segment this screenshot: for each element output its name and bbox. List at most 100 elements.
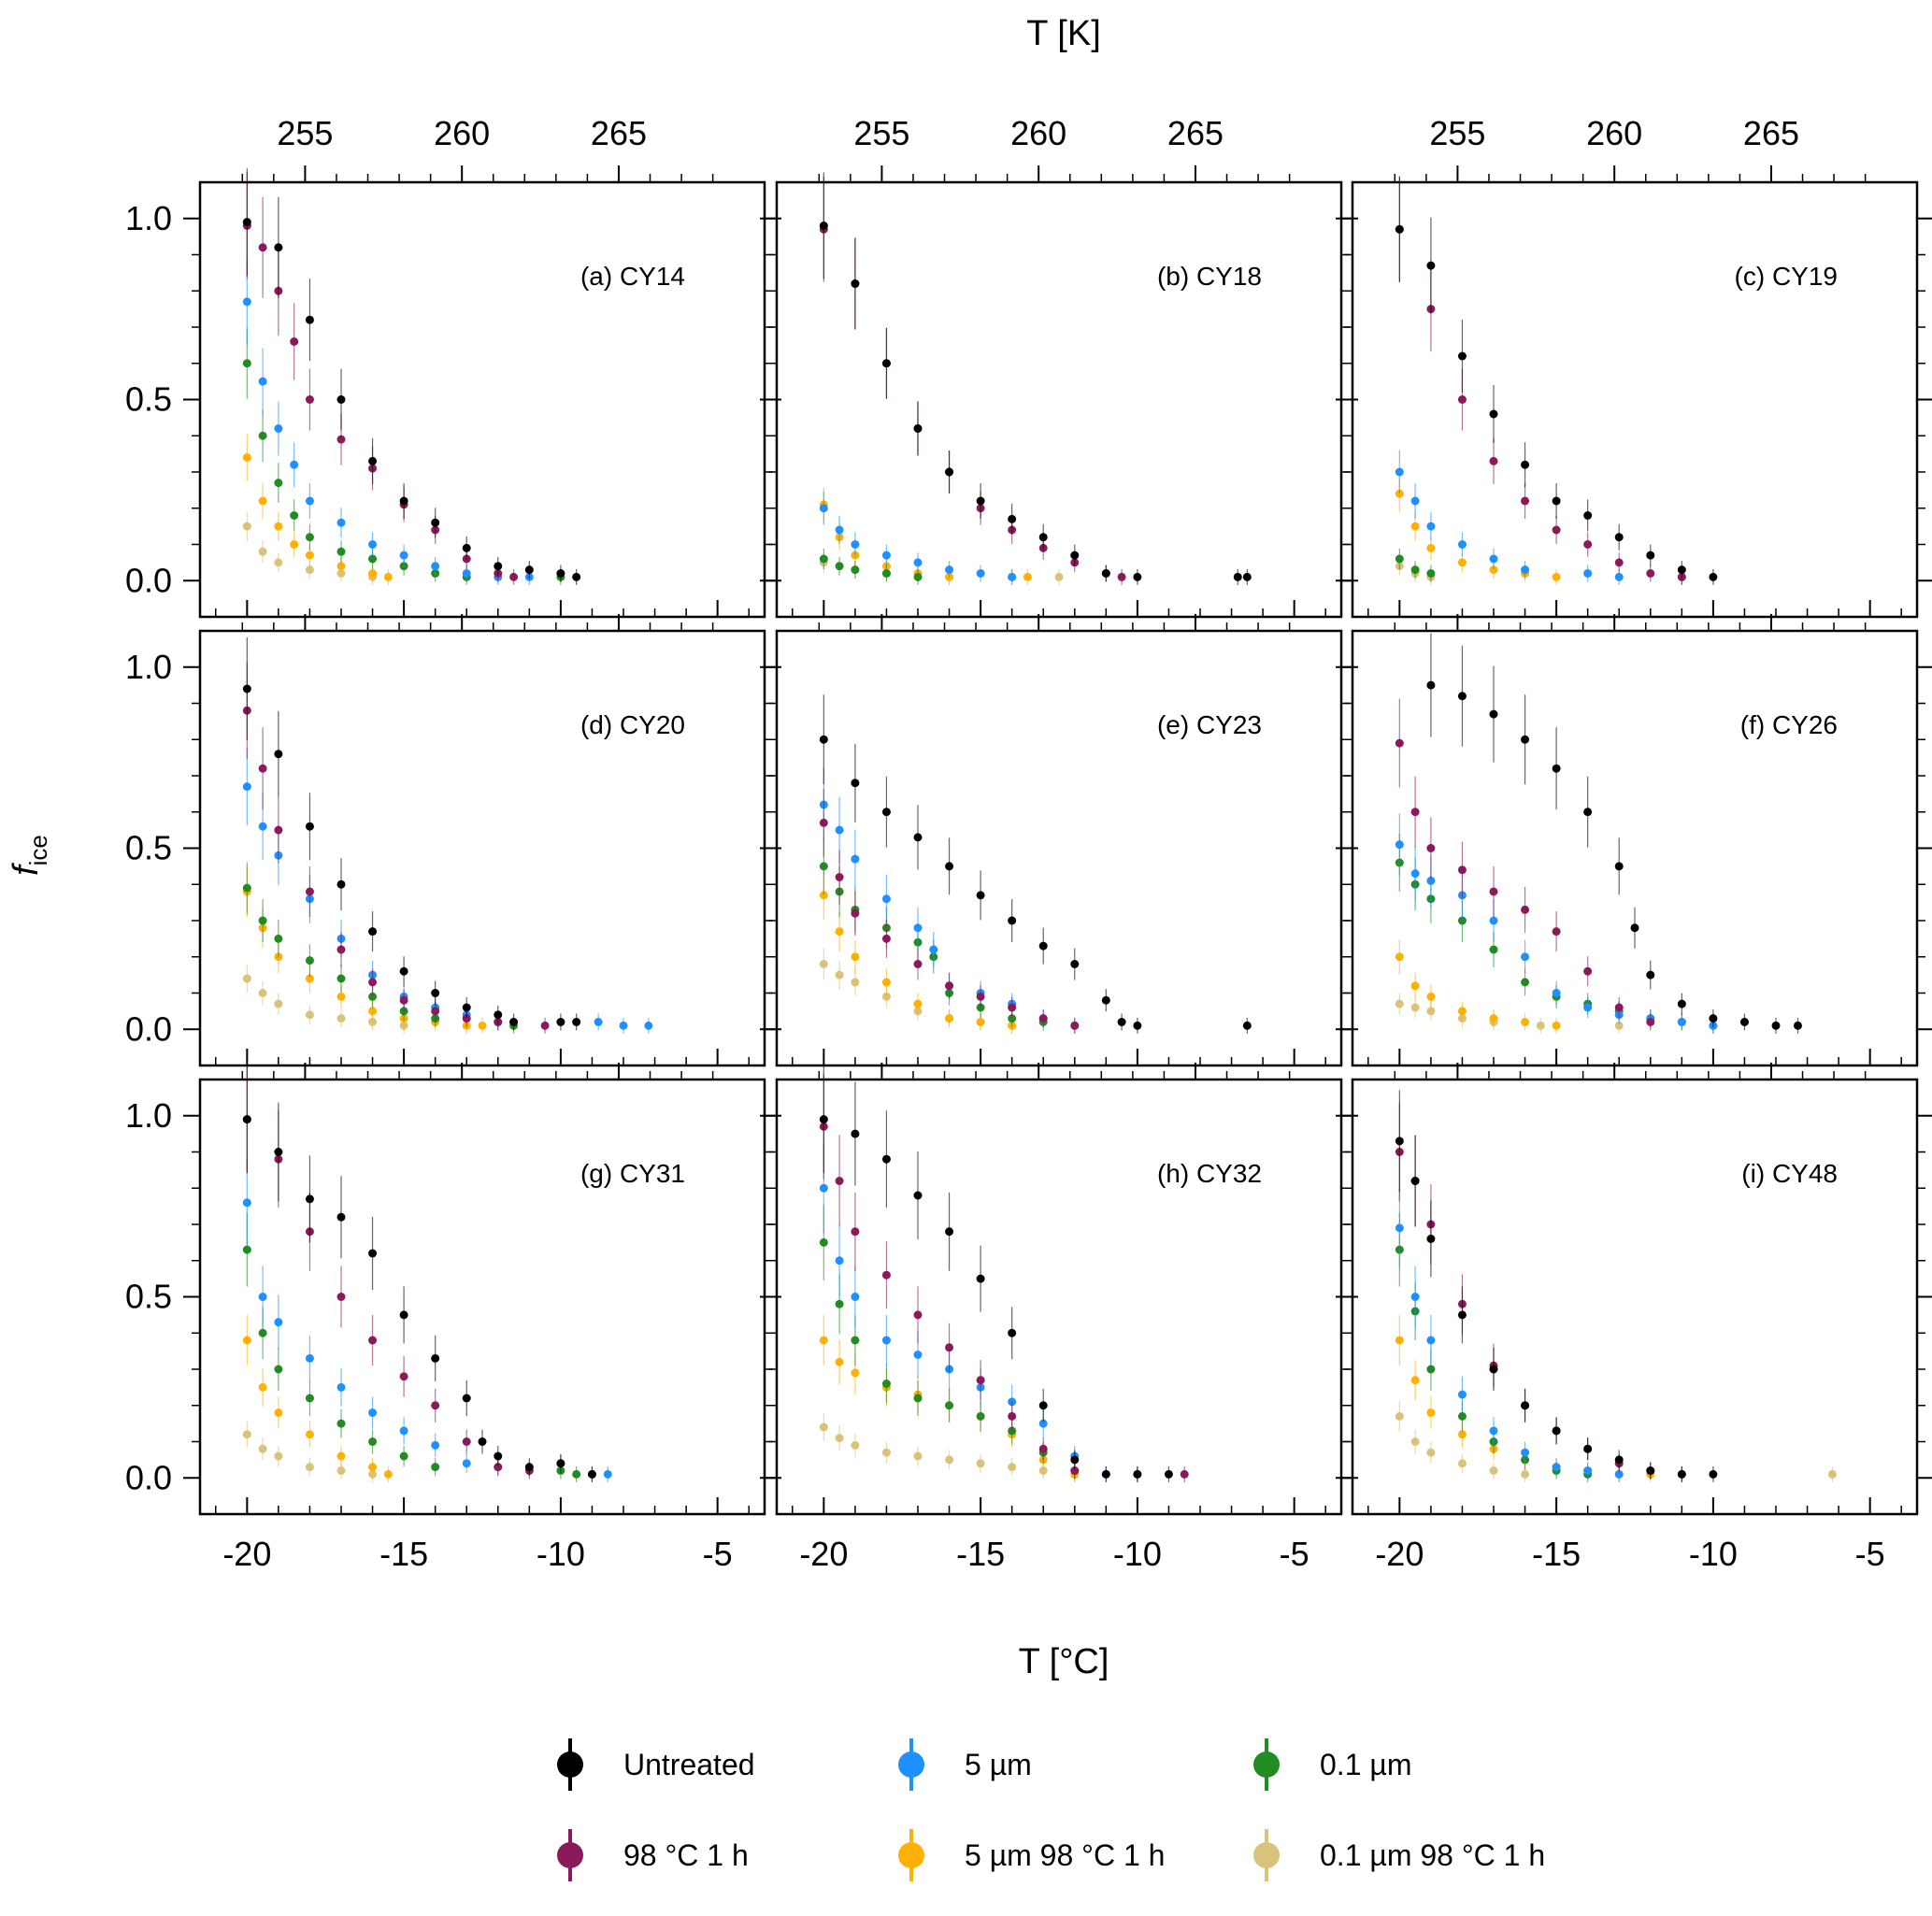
data-point: [1614, 862, 1624, 871]
data-point: [881, 359, 891, 368]
series-98-c-1-h: [242, 1065, 534, 1480]
data-point: [1426, 1336, 1436, 1345]
series-untreated: [242, 637, 581, 1031]
series-98-c-1-h: [819, 1073, 1189, 1482]
data-point: [913, 558, 923, 567]
data-point: [399, 1451, 408, 1461]
data-point: [835, 873, 844, 881]
data-point: [1457, 692, 1467, 701]
data-point: [336, 395, 346, 404]
data-point: [851, 1227, 860, 1237]
data-point: [1070, 960, 1080, 968]
data-point: [462, 1437, 471, 1446]
data-point: [929, 945, 938, 954]
data-point: [1614, 1021, 1624, 1030]
data-point: [1023, 572, 1032, 581]
y-axis-title: fice: [7, 835, 52, 876]
data-point: [945, 1014, 954, 1023]
data-point: [556, 1018, 565, 1026]
legend-marker: [898, 1752, 924, 1778]
data-point: [274, 1318, 283, 1327]
series-5-m-98-c-1-h: [1395, 475, 1561, 585]
data-point: [509, 1018, 519, 1026]
data-point: [1793, 1021, 1802, 1030]
data-point: [1521, 1448, 1530, 1457]
data-point: [478, 1021, 487, 1030]
data-point: [431, 562, 440, 571]
data-point: [242, 782, 251, 792]
data-point: [1133, 1021, 1142, 1030]
data-point: [1552, 927, 1561, 937]
data-point: [1646, 970, 1655, 979]
data-point: [1614, 533, 1624, 542]
data-point: [945, 981, 954, 991]
data-point: [290, 337, 299, 346]
panel-2: 255 260 265 (b) CY18: [760, 114, 1358, 619]
data-point: [462, 569, 471, 578]
data-point: [305, 822, 314, 831]
data-point: [1677, 1018, 1686, 1026]
data-point: [462, 1003, 471, 1012]
data-point: [1583, 540, 1593, 549]
data-point: [1426, 522, 1436, 531]
data-point: [1008, 1411, 1017, 1421]
data-point: [1709, 1469, 1718, 1479]
series-untreated: [1395, 1090, 1718, 1482]
data-point: [1008, 1463, 1017, 1472]
panel-8: -20 -15 -10 -5 (h) CY32: [760, 1063, 1358, 1573]
data-point: [1489, 409, 1498, 419]
data-point: [399, 1426, 408, 1436]
x2-tick-label: 260: [1586, 114, 1642, 152]
data-point: [1038, 1419, 1048, 1428]
panel-label: (b) CY18: [1157, 262, 1262, 291]
data-point: [336, 547, 346, 556]
data-point: [1583, 808, 1593, 817]
data-point: [1426, 543, 1436, 552]
x-tick-label: -5: [703, 1535, 733, 1573]
y-tick-label: 0.0: [125, 561, 172, 599]
data-point: [399, 562, 408, 571]
data-point: [1646, 550, 1655, 560]
data-point: [305, 1463, 314, 1472]
data-point: [1646, 1018, 1655, 1026]
data-point: [1583, 1444, 1593, 1453]
data-point: [462, 1459, 471, 1468]
y-tick-label: 1.0: [125, 199, 172, 237]
data-point: [913, 424, 923, 433]
data-point: [913, 572, 923, 581]
data-point: [1521, 496, 1530, 506]
data-point: [1521, 952, 1530, 962]
data-point: [305, 1353, 314, 1363]
data-point: [1395, 1411, 1404, 1421]
data-point: [258, 1293, 267, 1301]
data-point: [1552, 764, 1561, 773]
data-point: [1552, 1463, 1561, 1472]
data-point: [368, 569, 378, 578]
data-point: [881, 934, 891, 943]
series-5-m-98-c-1-h: [242, 1315, 393, 1482]
data-point: [1410, 565, 1420, 575]
data-point: [1426, 680, 1436, 690]
data-point: [851, 978, 860, 987]
data-point: [945, 1343, 954, 1352]
y-tick-label: 0.0: [125, 1458, 172, 1496]
data-point: [1552, 572, 1561, 581]
data-point: [835, 562, 844, 571]
data-point: [383, 1469, 393, 1479]
data-point: [305, 956, 314, 965]
data-point: [1395, 1137, 1404, 1146]
data-point: [274, 750, 283, 759]
data-point: [851, 1368, 860, 1378]
panel-5: (e) CY23: [760, 614, 1358, 1067]
data-point: [1038, 1401, 1048, 1410]
data-point: [258, 1382, 267, 1392]
data-point: [368, 1018, 378, 1026]
data-point: [851, 279, 860, 288]
data-point: [1426, 1365, 1436, 1374]
x-tick-label: -5: [1855, 1535, 1885, 1573]
data-point: [1180, 1469, 1189, 1479]
data-point: [274, 934, 283, 943]
series-5-m-98-c-1-h: [1395, 939, 1561, 1034]
data-point: [1536, 1021, 1545, 1030]
data-point: [242, 974, 251, 983]
